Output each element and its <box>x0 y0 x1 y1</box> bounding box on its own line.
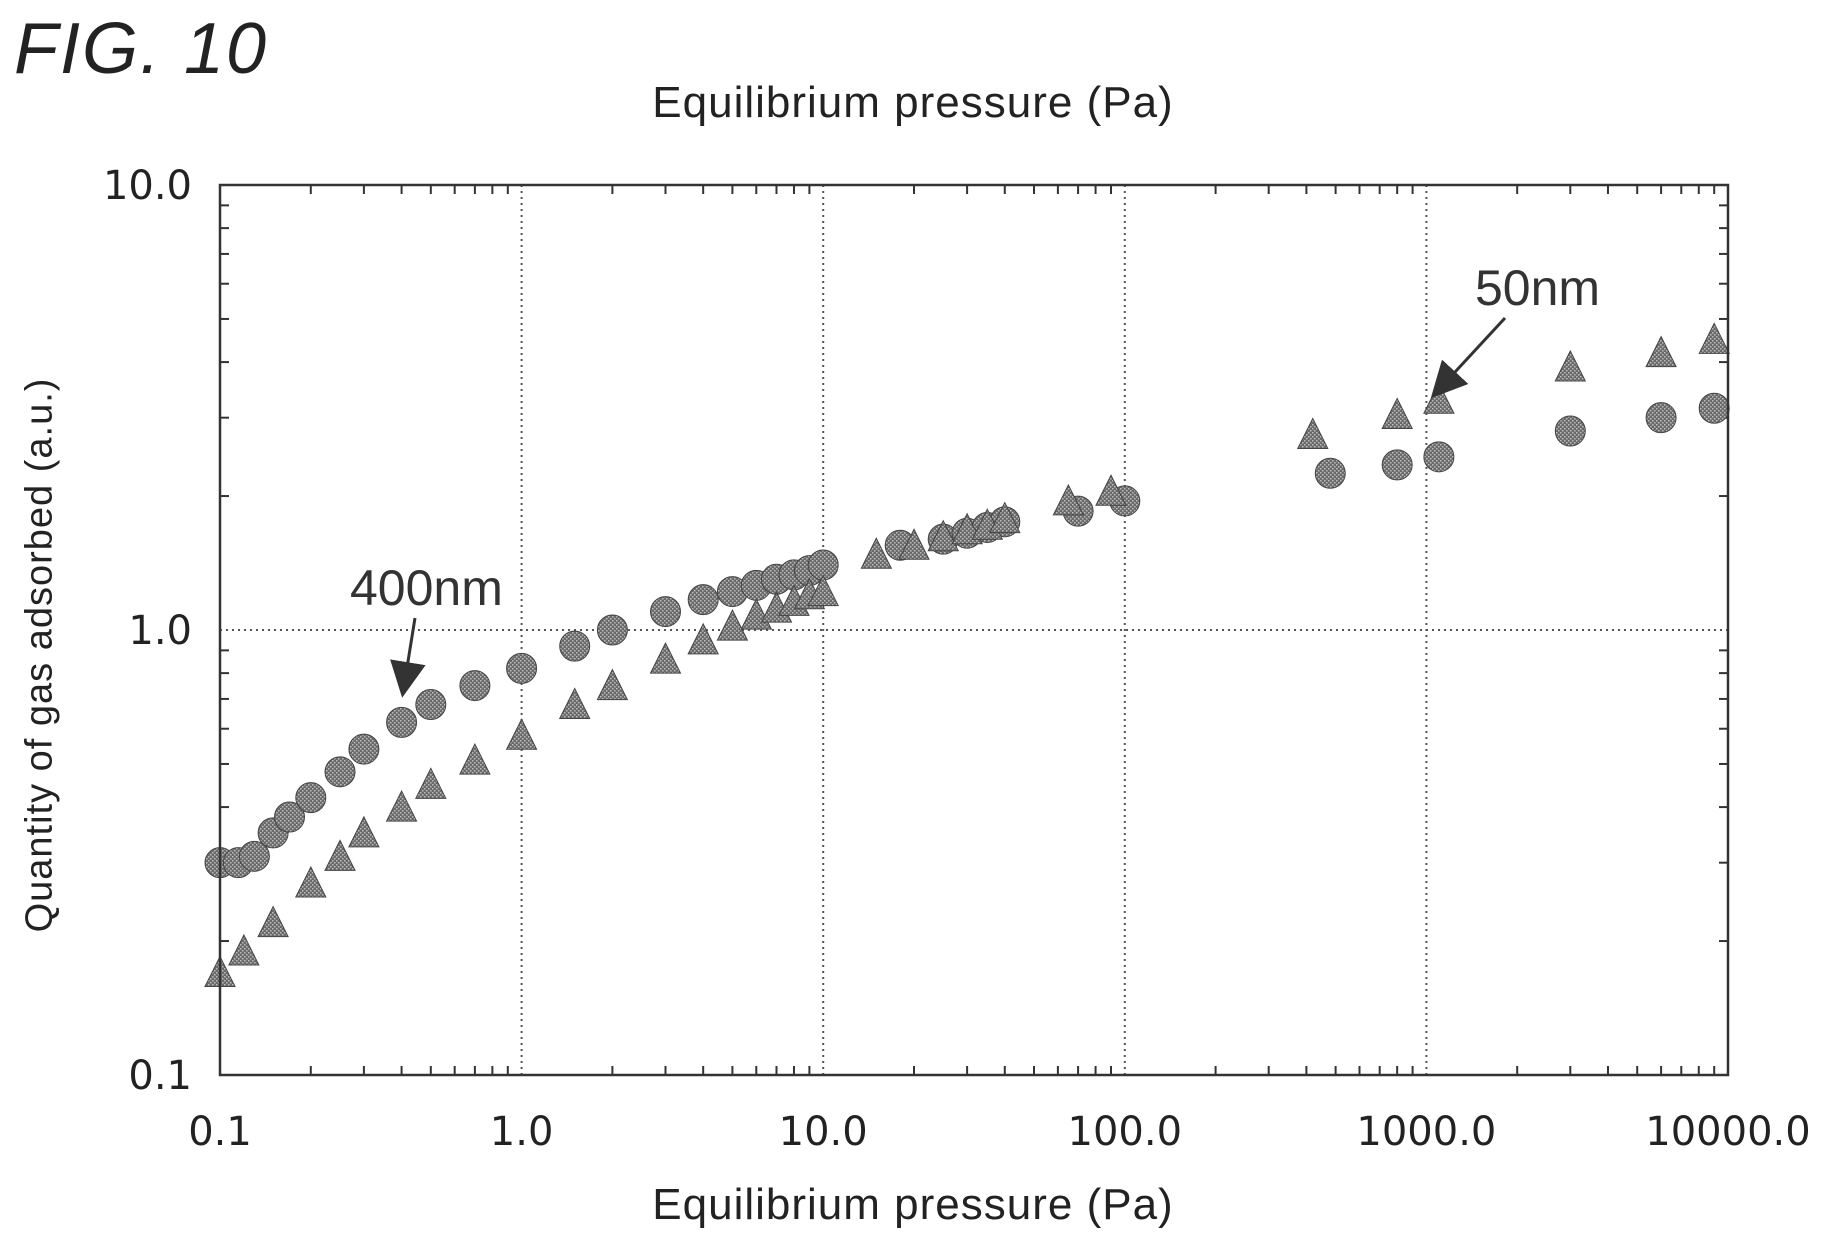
point-50nm <box>257 905 289 938</box>
point-50nm <box>348 815 380 848</box>
x-tick-label: 0.1 <box>188 1109 252 1155</box>
x-axis-label: Equilibrium pressure (Pa) <box>652 1180 1174 1229</box>
point-50nm <box>1095 474 1127 506</box>
annotation-arrow-400nm <box>390 617 426 698</box>
point-50nm <box>1698 322 1731 354</box>
point-50nm <box>558 687 591 720</box>
point-50nm <box>596 668 629 701</box>
plot-area <box>218 183 1730 1077</box>
point-400nm <box>1698 392 1730 424</box>
figure-label: FIG. 10 <box>14 9 269 89</box>
point-50nm <box>1423 382 1455 414</box>
point-50nm <box>1052 483 1085 516</box>
chart-title: Equilibrium pressure (Pa) <box>652 78 1174 127</box>
y-tick-label: 0.1 <box>128 1053 192 1099</box>
point-400nm <box>274 801 306 833</box>
point-400nm <box>386 706 418 738</box>
y-tick-label: 1.0 <box>128 608 192 654</box>
series-layer <box>204 322 1731 987</box>
grid <box>220 185 1728 1075</box>
x-tick-label: 100.0 <box>1068 1109 1183 1155</box>
x-tick-label: 10.0 <box>779 1109 868 1155</box>
point-50nm <box>860 537 893 569</box>
minor-ticks <box>220 185 1728 1075</box>
tick-labels: 0.1 1.0 10.0 100.0 1000.0 10000.0 0.1 1.0 10.0 <box>103 163 1811 1155</box>
point-50nm <box>1554 349 1587 382</box>
point-400nm <box>295 782 327 814</box>
point-50nm <box>324 839 356 871</box>
point-50nm <box>228 933 260 966</box>
point-400nm <box>506 652 538 684</box>
point-400nm <box>1645 402 1677 434</box>
point-50nm <box>716 609 749 641</box>
point-50nm <box>385 789 418 822</box>
point-400nm <box>596 614 628 646</box>
annotations: 400nm 50nm <box>350 260 1600 698</box>
point-400nm <box>238 840 270 872</box>
point-400nm <box>1554 415 1586 447</box>
point-400nm <box>687 584 719 616</box>
annotation-400nm: 400nm <box>350 560 503 616</box>
point-50nm <box>807 574 840 607</box>
point-50nm <box>505 718 538 750</box>
annotation-arrow-50nm <box>1430 316 1507 399</box>
point-50nm <box>649 642 682 674</box>
point-400nm <box>459 670 491 702</box>
point-400nm <box>348 733 380 765</box>
point-50nm <box>415 767 447 799</box>
point-400nm <box>1314 457 1346 489</box>
point-400nm <box>649 596 681 628</box>
point-400nm <box>415 689 447 721</box>
y-tick-label: 10.0 <box>103 163 192 209</box>
x-tick-label: 10000.0 <box>1645 1109 1810 1155</box>
point-50nm <box>459 743 491 775</box>
point-400nm <box>559 630 591 662</box>
x-tick-label: 1000.0 <box>1356 1109 1496 1155</box>
point-400nm <box>1381 449 1413 481</box>
point-50nm <box>1645 335 1677 368</box>
x-tick-label: 1.0 <box>490 1109 554 1155</box>
point-50nm <box>898 528 930 560</box>
point-400nm <box>1423 441 1455 473</box>
point-400nm <box>324 756 356 788</box>
point-50nm <box>988 501 1021 534</box>
annotation-50nm: 50nm <box>1475 260 1600 316</box>
point-50nm <box>927 519 960 552</box>
point-50nm <box>1296 417 1329 449</box>
point-50nm <box>1381 397 1413 429</box>
point-50nm <box>687 622 719 655</box>
point-50nm <box>294 865 327 898</box>
